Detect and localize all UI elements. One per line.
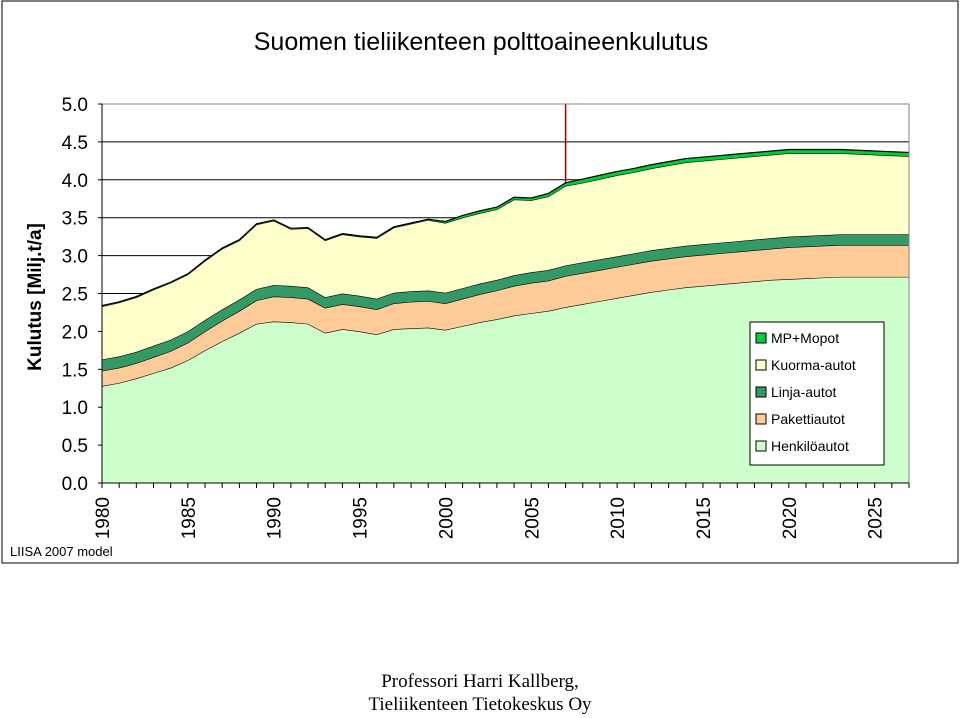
legend-swatch: [755, 413, 767, 425]
y-tick-label: 3.0: [62, 247, 88, 268]
series-area-Henkilöautot: [102, 276, 909, 483]
model-footnote: LIISA 2007 model: [10, 544, 113, 559]
x-tick-label: 1980: [93, 497, 114, 539]
legend-swatch: [755, 332, 767, 344]
y-tick-label: 0.0: [62, 474, 88, 495]
series-area-Pakettiautot: [102, 244, 909, 386]
x-tick-label: 1985: [179, 497, 200, 539]
legend: MP+Mopot Kuorma-autot Linja-autot Pakettiau…: [749, 321, 885, 466]
y-tick-label: 1.5: [62, 360, 88, 381]
chart-title: Suomen tieliikenteen polttoaineenkulutus: [254, 28, 708, 56]
legend-label: Linja-autot: [771, 384, 836, 400]
axes: 0.0 0.5 1.0 1.5 2.0 2.5 3.0 3.5 4.0 4.5 5.0 1980 198…: [62, 95, 910, 539]
series-edge-MP+Mopot: [101, 148, 910, 307]
y-tick-label: 2.0: [62, 322, 88, 343]
legend-swatch: [755, 440, 767, 452]
x-tick-label: 1990: [265, 497, 286, 539]
x-tick-label: 2015: [694, 497, 715, 539]
x-tick-label: 2010: [608, 497, 629, 539]
y-tick-label: 3.5: [62, 209, 88, 230]
legend-label: MP+Mopot: [771, 330, 839, 346]
x-tick-label: 2025: [866, 497, 887, 539]
y-tick-label: 2.5: [62, 285, 88, 306]
caption-line-2: Tieliikenteen Tietokeskus Oy: [368, 694, 592, 715]
legend-label: Pakettiautot: [771, 411, 845, 427]
legend-label: Kuorma-autot: [771, 357, 856, 373]
legend-label: Henkilöautot: [771, 438, 849, 454]
y-tick-label: 4.5: [62, 133, 88, 154]
series-areas: [101, 148, 910, 483]
y-tick-label: 4.0: [62, 171, 88, 192]
x-tick-label: 2020: [780, 497, 801, 539]
x-tick-label: 2005: [522, 497, 543, 539]
y-tick-label: 5.0: [62, 95, 88, 116]
caption-line-1: Professori Harri Kallberg,: [381, 671, 579, 692]
legend-swatch: [755, 386, 767, 398]
series-edge-Henkilöautot: [101, 276, 909, 387]
caption: Professori Harri Kallberg, Tieliikenteen…: [0, 670, 960, 716]
series-area-Kuorma-autot: [102, 153, 909, 360]
legend-box: [749, 321, 885, 466]
y-tick-label: 1.0: [62, 398, 88, 419]
y-tick-label: 0.5: [62, 436, 88, 457]
x-tick-label: 2000: [436, 497, 457, 539]
x-tick-label: 1995: [351, 497, 372, 539]
y-axis-label: Kulutus [Milj.t/a]: [25, 223, 46, 371]
legend-swatch: [755, 359, 767, 371]
